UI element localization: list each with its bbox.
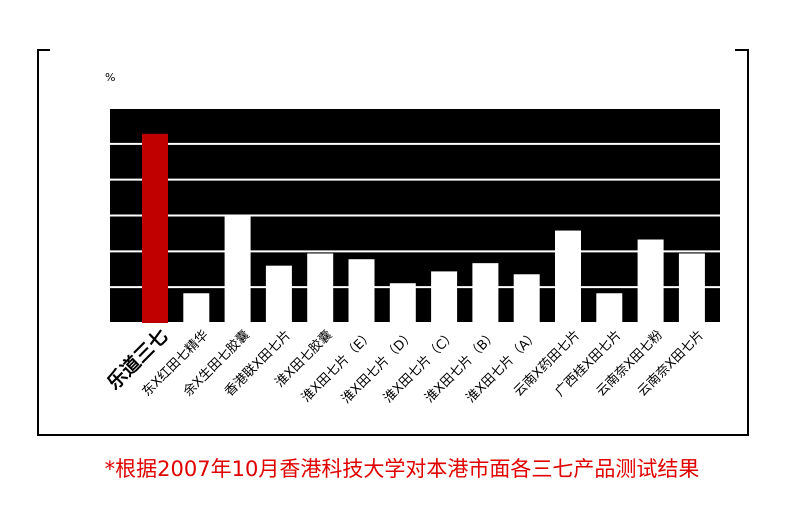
x-tick-label: 淮X田七片（E） bbox=[299, 328, 377, 406]
x-tick-label: 淮X田七片（D） bbox=[339, 328, 418, 407]
bar bbox=[142, 133, 168, 323]
bar bbox=[637, 239, 664, 323]
bar bbox=[513, 274, 540, 323]
bar bbox=[265, 265, 292, 323]
x-tick-label: 淮X田七片（B） bbox=[422, 328, 500, 406]
bar bbox=[307, 253, 334, 323]
bar bbox=[224, 215, 251, 323]
bar bbox=[348, 259, 375, 323]
bar bbox=[678, 253, 705, 323]
footnote: *根据2007年10月香港科技大学对本港市面各三七产品测试结果 bbox=[105, 457, 700, 481]
bar bbox=[183, 293, 210, 323]
bar bbox=[596, 293, 623, 323]
bar bbox=[472, 263, 499, 323]
bar bbox=[431, 271, 458, 323]
y-axis-label: % bbox=[105, 71, 115, 84]
bar bbox=[555, 230, 581, 323]
frame bbox=[37, 49, 749, 436]
bar bbox=[389, 283, 416, 323]
x-tick-label: 淮X田七片（A） bbox=[464, 328, 542, 406]
x-tick-label: 淮X田七片（C） bbox=[381, 328, 459, 406]
